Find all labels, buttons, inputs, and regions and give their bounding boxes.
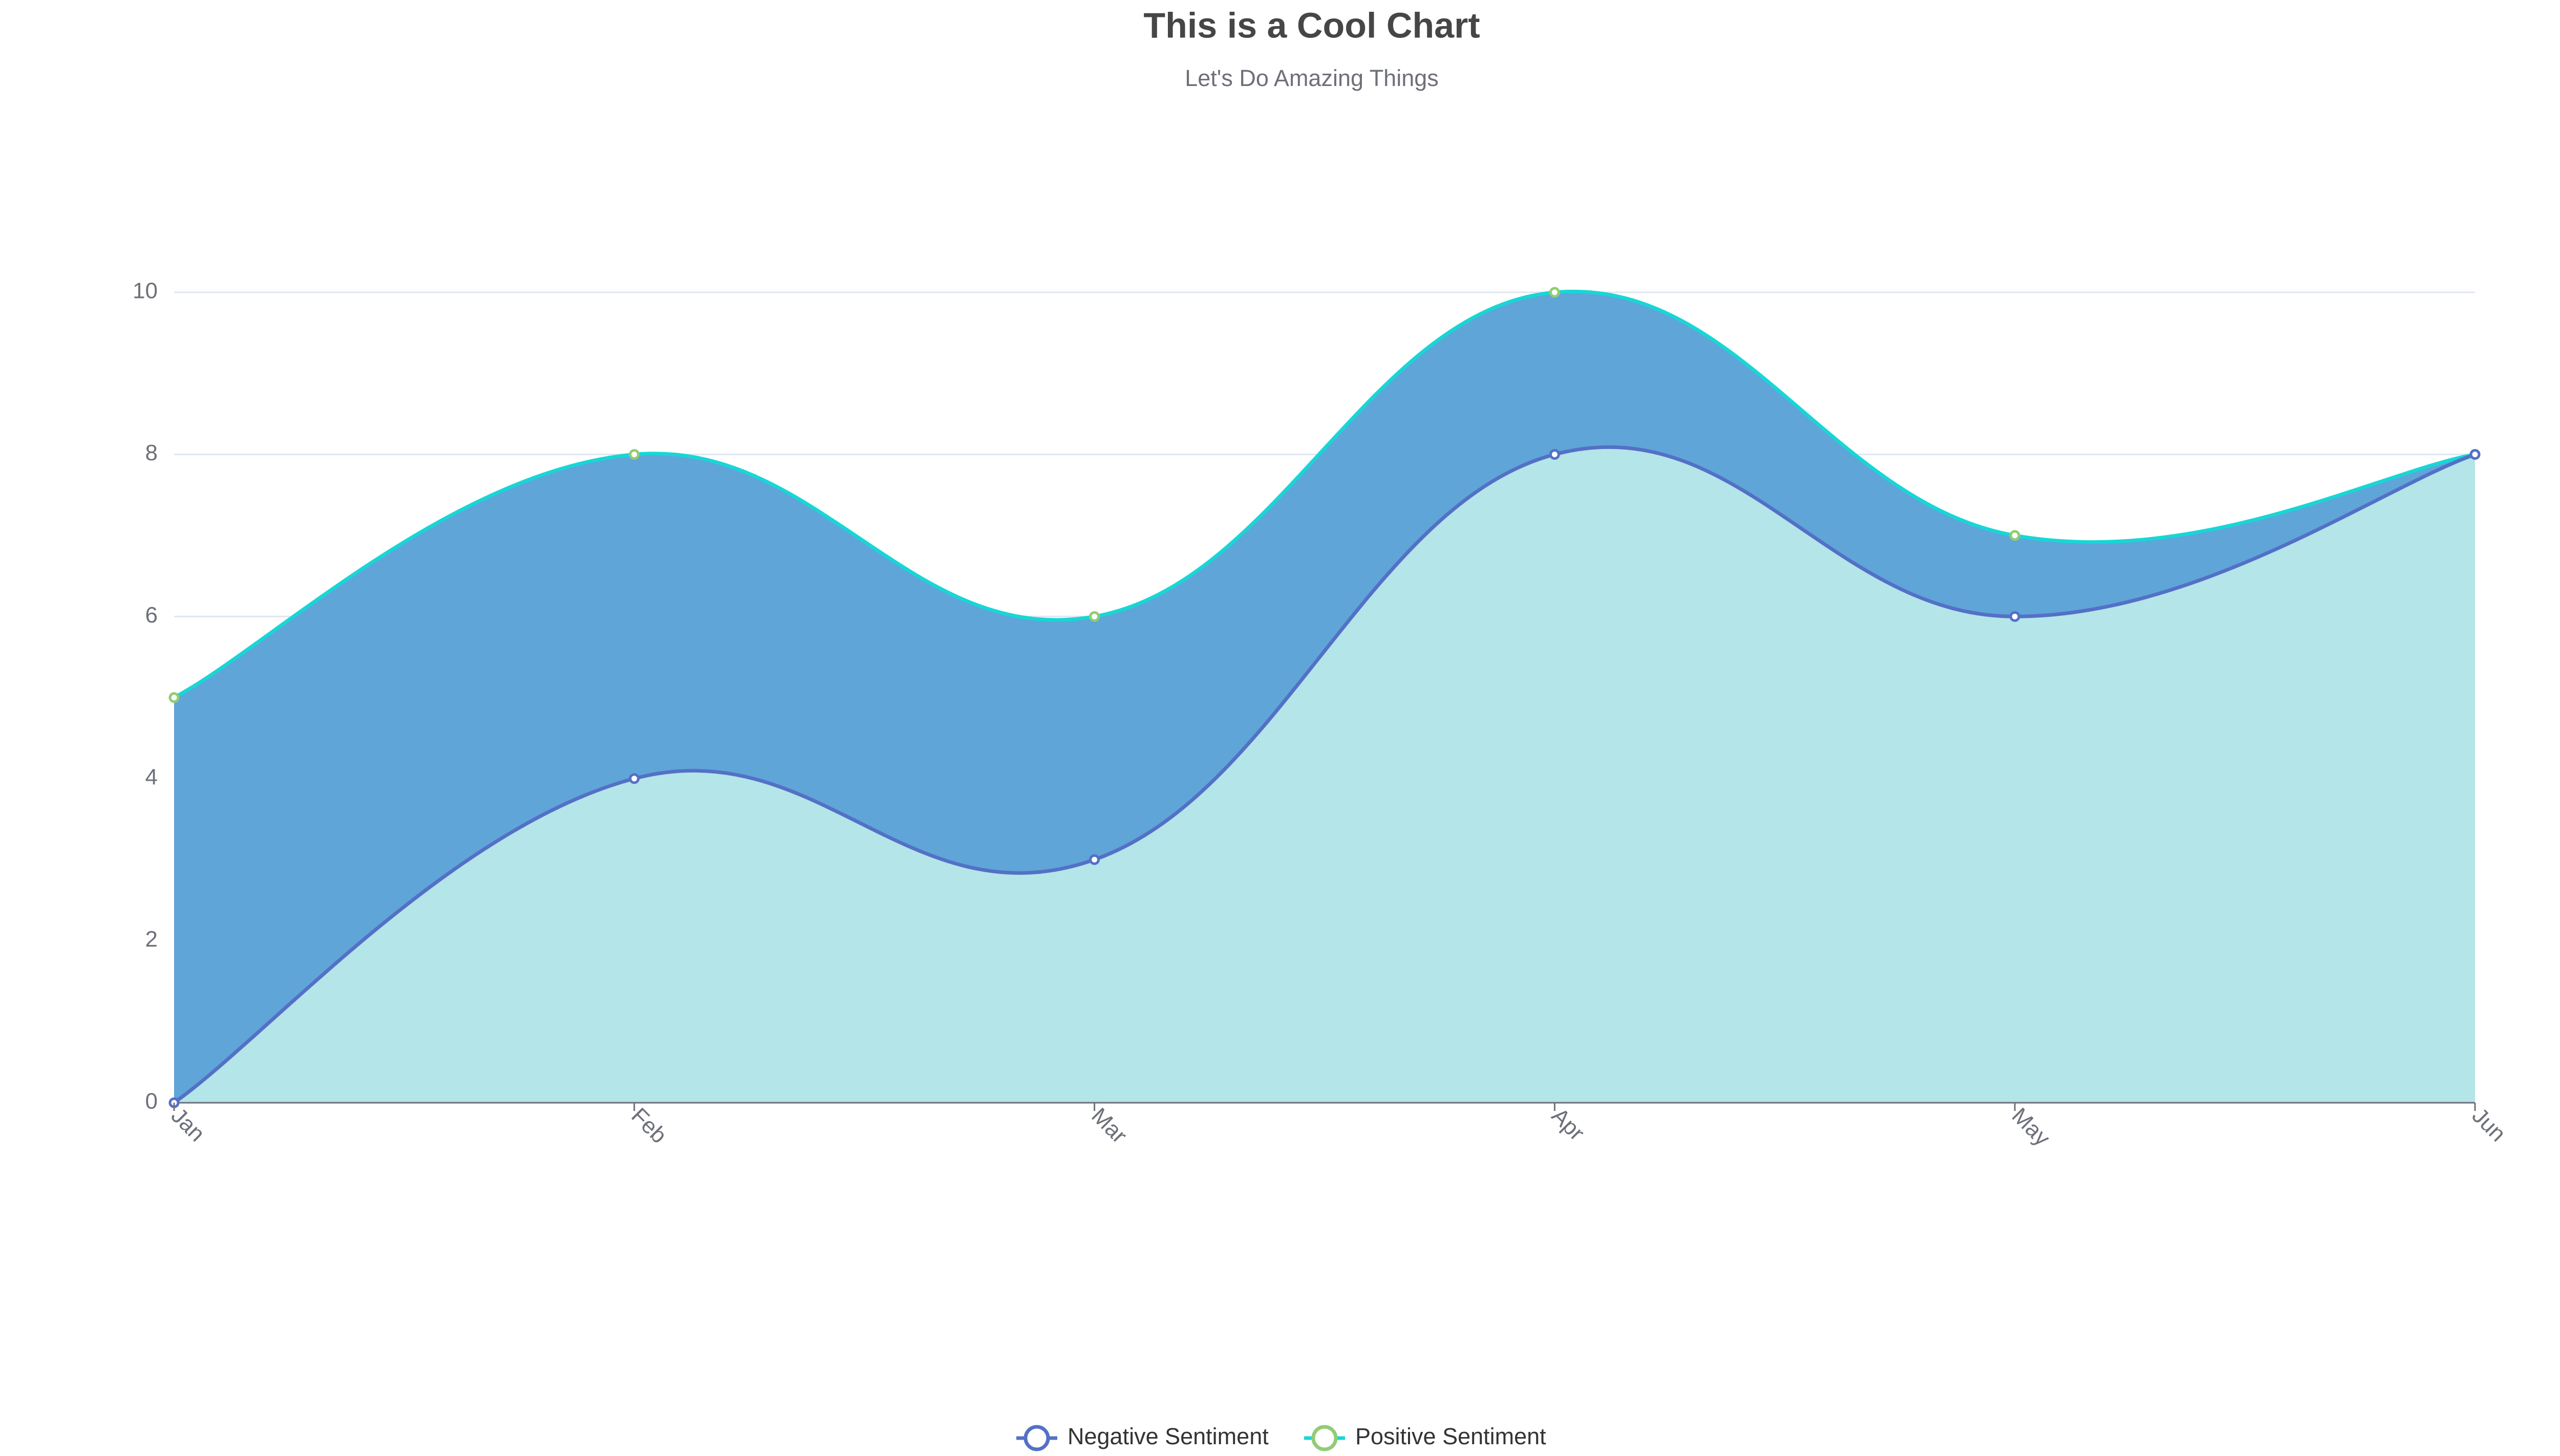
chart-subtitle: Let's Do Amazing Things: [1185, 65, 1439, 91]
point-marker: [629, 449, 640, 460]
legend-marker: [1311, 1425, 1338, 1451]
x-tick-label: Jan: [166, 1103, 210, 1147]
legend-label: Negative Sentiment: [1068, 1423, 1269, 1449]
legend: Negative Sentiment Positive Sentiment: [1016, 1423, 1546, 1451]
legend-item: Negative Sentiment: [1016, 1423, 1269, 1451]
y-tick-label: 6: [145, 603, 158, 628]
point-marker: [2009, 530, 2020, 541]
y-tick-label: 8: [145, 440, 158, 465]
x-tick-label: Feb: [627, 1103, 672, 1148]
x-tick-label: Apr: [1547, 1103, 1589, 1146]
point-marker: [629, 773, 640, 784]
y-tick-label: 4: [145, 764, 158, 789]
point-marker: [1549, 287, 1560, 298]
y-tick-label: 2: [145, 927, 158, 952]
y-tick-label: 10: [133, 279, 158, 304]
point-marker: [168, 692, 180, 703]
area-fill: [174, 447, 2475, 1103]
legend-label: Positive Sentiment: [1355, 1423, 1546, 1449]
point-marker: [2469, 449, 2481, 460]
chart-title: This is a Cool Chart: [1143, 5, 1480, 45]
x-tick-label: Jun: [2467, 1103, 2511, 1147]
point-marker: [1549, 449, 1560, 460]
y-tick-label: 0: [145, 1089, 158, 1114]
series-line: [173, 445, 2476, 1104]
point-marker: [2009, 611, 2020, 622]
series-line: [173, 289, 2476, 699]
legend-marker: [1023, 1425, 1050, 1451]
x-tick-label: Mar: [1086, 1103, 1132, 1148]
point-marker: [1089, 854, 1100, 865]
point-marker: [1089, 611, 1100, 622]
legend-item: Positive Sentiment: [1304, 1423, 1546, 1451]
